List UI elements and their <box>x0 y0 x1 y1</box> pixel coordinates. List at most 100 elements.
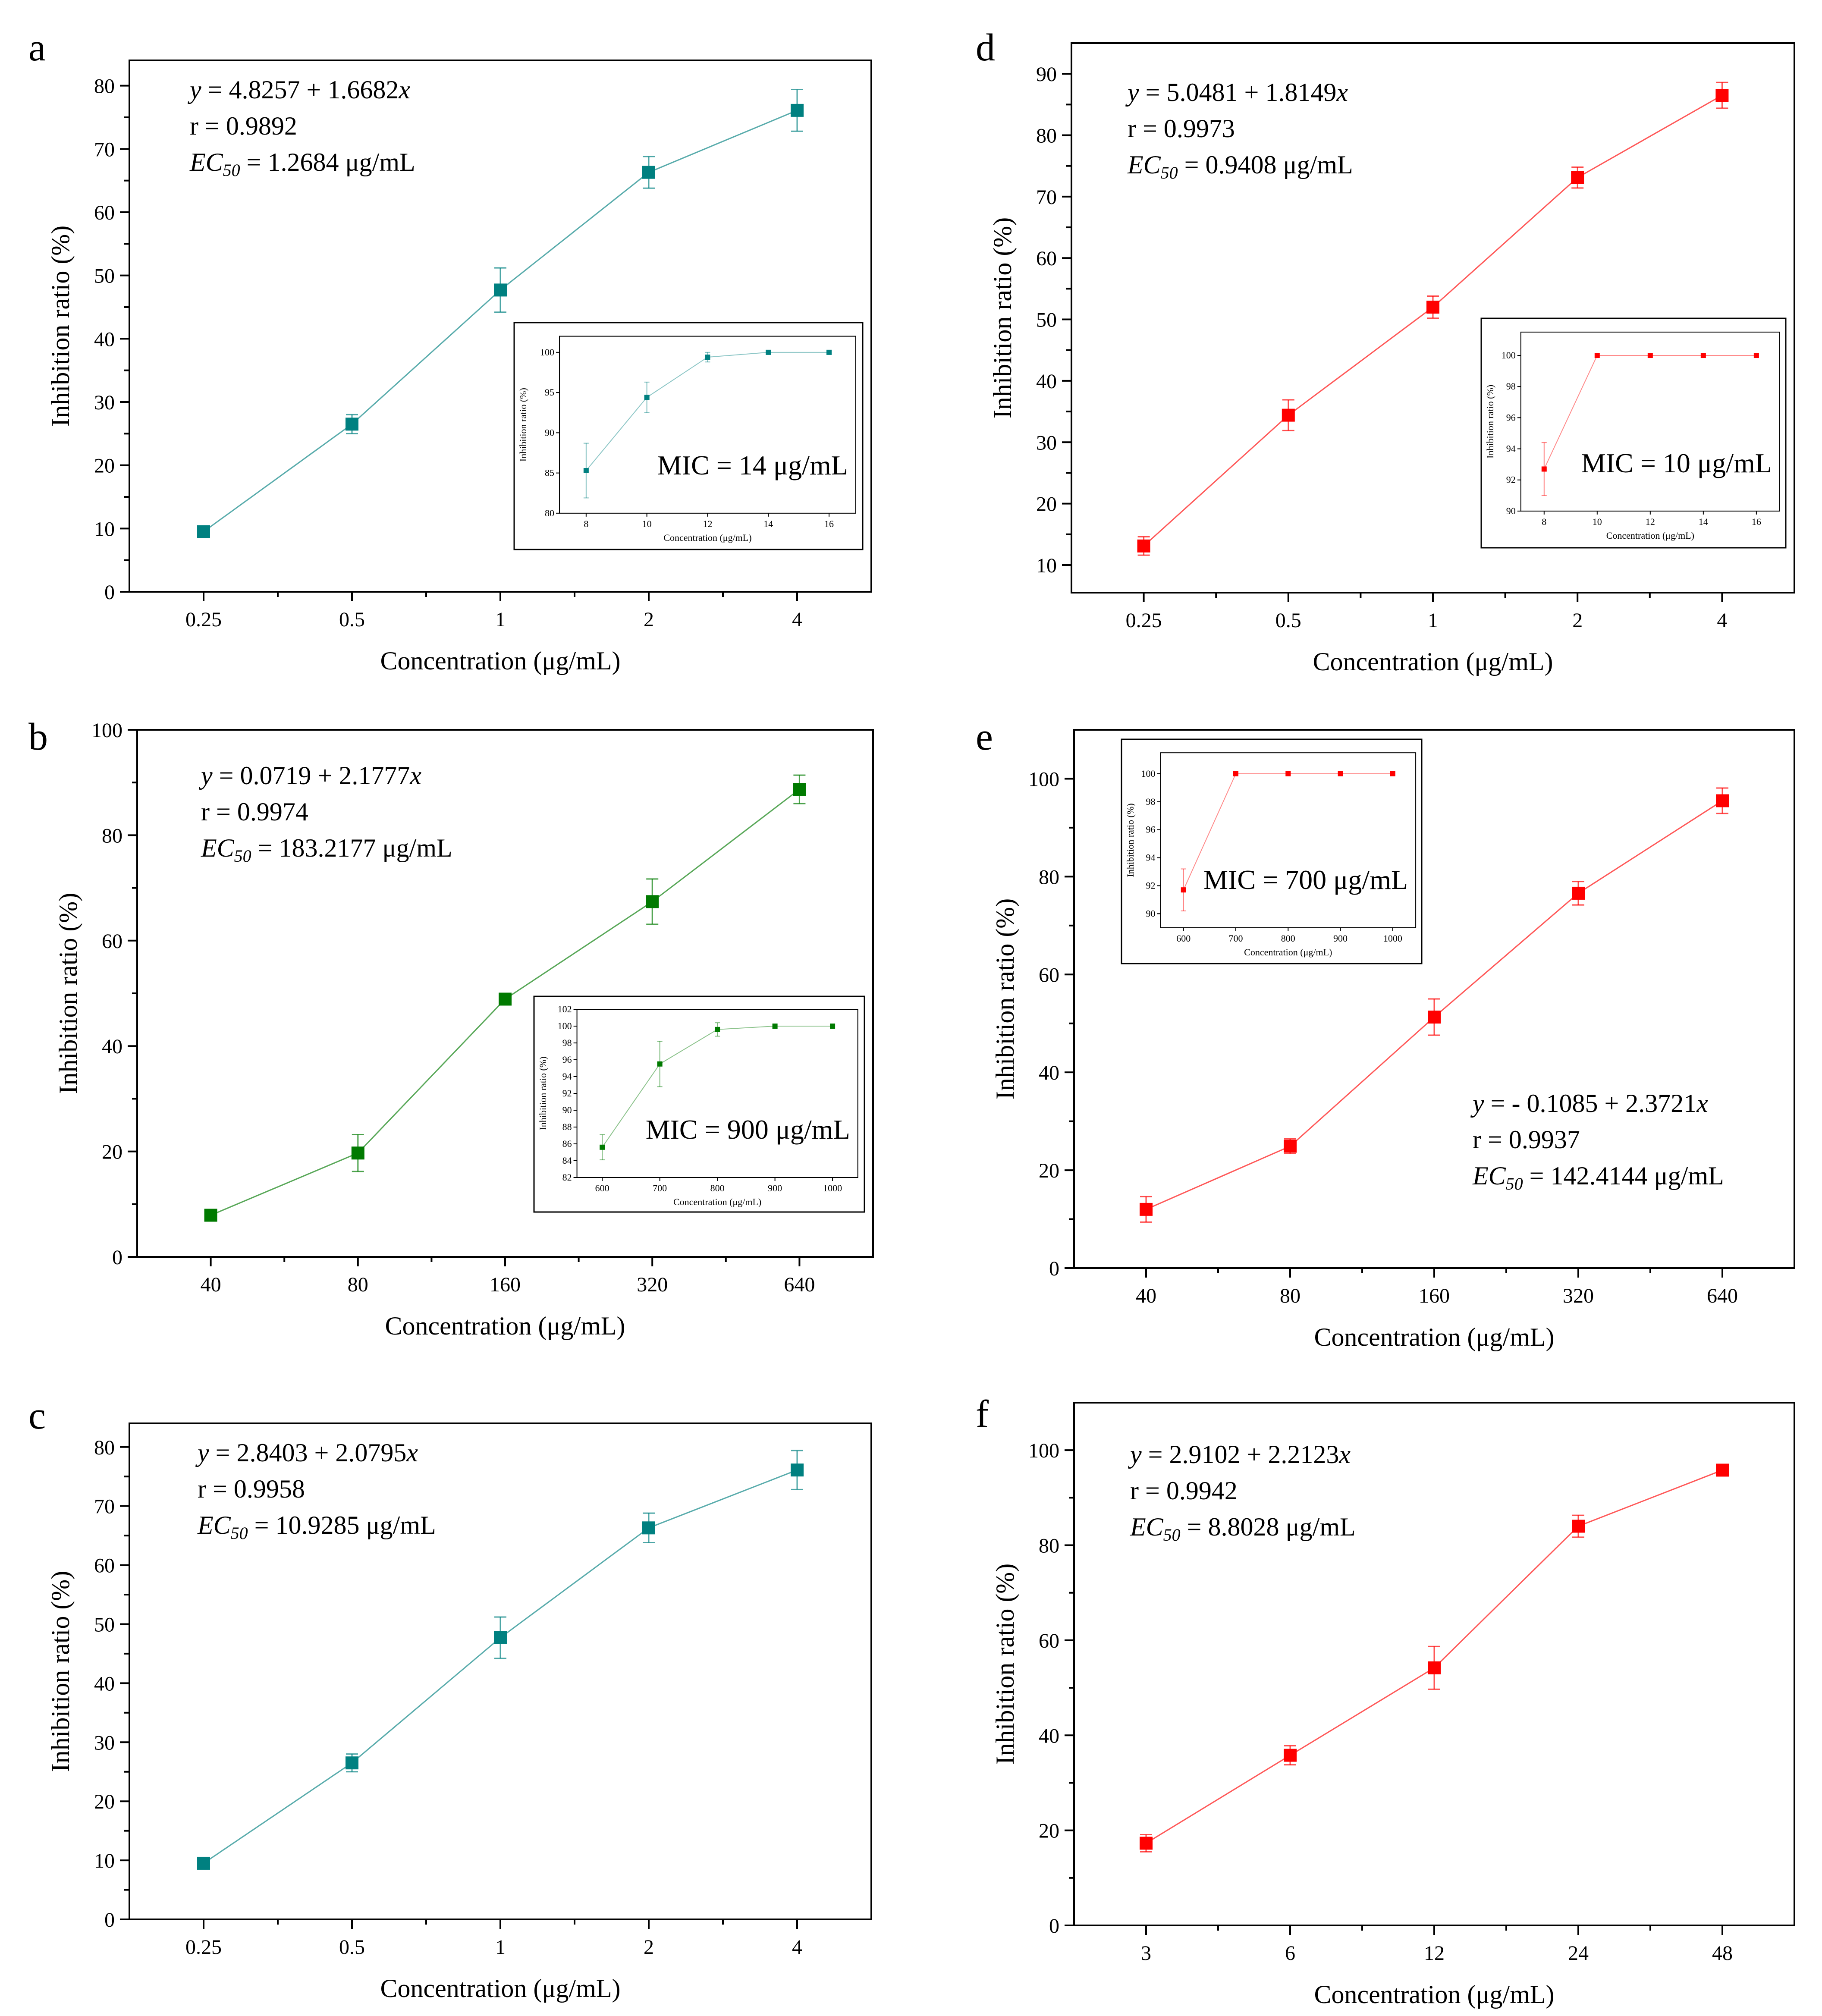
x-tick-label: 40 <box>201 1273 221 1296</box>
inset-x-tick-label: 14 <box>763 518 773 529</box>
y-axis-label: Inhibition ratio (%) <box>991 898 1019 1100</box>
ec-value: = 1.2684 μg/mL <box>240 148 415 176</box>
y-tick-label: 80 <box>1036 125 1057 148</box>
eq-x: x <box>1696 1089 1708 1118</box>
y-tick-label: 80 <box>94 1436 115 1459</box>
panel-b: b 0 20 40 60 80 100 40 80 160 320 640 Concentration … <box>28 716 874 1340</box>
x-axis-label: Concentration (μg/mL) <box>1313 647 1553 676</box>
ec-value: = 142.4144 μg/mL <box>1523 1162 1724 1190</box>
correlation-coefficient: r = 0.9974 <box>201 798 308 826</box>
x-tick-label: 2 <box>1572 609 1583 632</box>
y-tick-label: 60 <box>1039 964 1059 986</box>
x-axis-label: Concentration (μg/mL) <box>380 647 620 675</box>
ec-label: EC <box>189 148 223 176</box>
inset-y-tick-label: 90 <box>545 427 554 438</box>
ec-value: = 0.9408 μg/mL <box>1178 151 1353 179</box>
y-tick-label: 20 <box>1036 493 1057 516</box>
correlation-coefficient: r = 0.9892 <box>190 112 297 140</box>
data-point <box>793 783 806 796</box>
panel-f: f 0 20 40 60 80 100 3 6 12 24 48 Concentration (μg/m… <box>976 1393 1795 2009</box>
x-tick-label: 4 <box>792 1936 802 1959</box>
ec-subscript: 50 <box>1163 1525 1181 1545</box>
inset-x-tick-label: 800 <box>1281 933 1295 944</box>
fit-equation: y = 4.8257 + 1.6682x <box>187 75 410 104</box>
x-tick-label: 80 <box>348 1273 368 1296</box>
eq-x: x <box>409 761 421 790</box>
y-tick-label: 60 <box>102 930 123 953</box>
inset-y-tick-label: 98 <box>1506 381 1516 392</box>
inset-y-axis-label: Inhibition ratio (%) <box>518 388 528 462</box>
y-axis-label: Inhibition ratio (%) <box>988 217 1017 419</box>
inset-frame <box>1480 317 1787 549</box>
ec50-value: EC50 = 10.9285 μg/mL <box>197 1511 436 1543</box>
x-tick-label: 2 <box>644 1936 654 1959</box>
x-tick-label: 80 <box>1280 1284 1301 1307</box>
y-tick-label: 0 <box>1049 1257 1059 1280</box>
eq-rhs: = 2.9102 + 2.2123 <box>1142 1440 1339 1469</box>
x-tick-label: 320 <box>637 1273 668 1296</box>
inset-data-point <box>705 355 710 360</box>
y-tick-label: 60 <box>1039 1630 1059 1652</box>
ec-subscript: 50 <box>1506 1174 1523 1193</box>
y-tick-label: 0 <box>104 1909 115 1931</box>
y-tick-label: 40 <box>94 1672 115 1695</box>
ec-subscript: 50 <box>234 846 251 866</box>
inset-y-axis-label: Inhibition ratio (%) <box>1125 803 1136 877</box>
panel-letter: d <box>976 26 995 69</box>
ec50-value: EC50 = 8.8028 μg/mL <box>1130 1513 1356 1545</box>
x-tick-label: 640 <box>1707 1284 1738 1307</box>
ec-label: EC <box>1472 1162 1506 1190</box>
x-tick-label: 2 <box>644 608 654 631</box>
y-tick-label: 50 <box>94 265 115 288</box>
mic-label: MIC = 700 μg/mL <box>1203 864 1408 895</box>
inset-data-point <box>1647 353 1653 358</box>
y-tick-label: 20 <box>94 455 115 477</box>
inset-x-tick-label: 12 <box>1646 516 1655 527</box>
correlation-coefficient: r = 0.9942 <box>1130 1476 1238 1505</box>
data-point <box>1572 886 1585 900</box>
inset-chart: 90 92 94 96 98 100 600 700 800 900 1000 Concentrati… <box>1121 738 1423 964</box>
data-point <box>1571 171 1584 184</box>
inset-y-tick-label: 94 <box>562 1071 572 1082</box>
data-point <box>791 1463 804 1477</box>
y-tick-label: 10 <box>94 1850 115 1872</box>
x-tick-label: 48 <box>1712 1942 1733 1965</box>
data-point <box>1428 1661 1441 1674</box>
inset-data-point <box>1753 353 1759 358</box>
x-tick-label: 640 <box>784 1273 815 1296</box>
inset-y-tick-label: 85 <box>545 468 554 478</box>
inset-y-tick-label: 95 <box>545 387 554 398</box>
x-axis-label: Concentration (μg/mL) <box>380 1974 620 2003</box>
y-axis-label: Inhibition ratio (%) <box>46 1571 75 1772</box>
y-tick-label: 90 <box>1036 63 1057 86</box>
data-point <box>1282 408 1295 422</box>
x-tick-label: 4 <box>1717 609 1727 632</box>
y-tick-label: 40 <box>1039 1724 1059 1747</box>
inset-data-point <box>1181 887 1186 893</box>
inset-data-point <box>644 395 650 400</box>
inset-x-tick-label: 8 <box>1542 516 1546 527</box>
data-point <box>346 418 358 431</box>
panel-c: c 0 10 20 30 40 50 60 70 80 0.25 0.5 1 2 4 Concentratio… <box>28 1394 872 2003</box>
inset-x-tick-label: 14 <box>1699 516 1708 527</box>
data-point <box>1140 1203 1153 1216</box>
inset-chart: 80 85 90 95 100 8 10 12 14 16 Concentration (μg/mL… <box>513 322 864 550</box>
inset-chart: 82 84 86 88 90 92 94 96 98 100 102 600 700 800 900 1000… <box>533 995 865 1213</box>
ec-label: EC <box>1130 1513 1164 1541</box>
x-axis-label: Concentration (μg/mL) <box>385 1312 625 1340</box>
inset-frame <box>513 322 864 550</box>
inset-y-tick-label: 100 <box>1141 768 1155 779</box>
inset-x-axis-label: Concentration (μg/mL) <box>1606 530 1694 541</box>
data-point <box>1284 1140 1297 1153</box>
inset-y-tick-label: 90 <box>1146 908 1155 919</box>
x-tick-label: 0.5 <box>1275 609 1301 632</box>
y-tick-label: 70 <box>1036 186 1057 209</box>
x-tick-label: 0.25 <box>1126 609 1162 632</box>
data-point <box>346 1756 358 1770</box>
data-point <box>499 992 512 1006</box>
x-tick-label: 40 <box>1136 1284 1156 1307</box>
inset-data-point <box>1338 771 1343 776</box>
inset-data-point <box>1700 353 1706 358</box>
y-tick-label: 80 <box>1039 866 1059 889</box>
